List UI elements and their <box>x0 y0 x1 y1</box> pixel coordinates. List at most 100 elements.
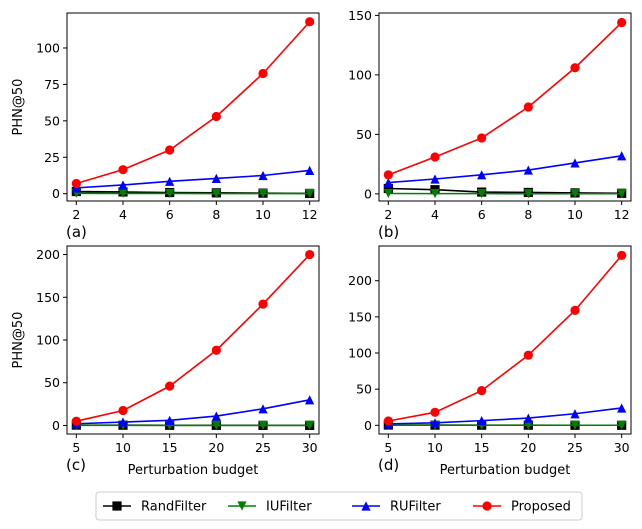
data-point <box>523 189 533 199</box>
legend-marker <box>237 501 247 511</box>
x-tick-label: 30 <box>302 440 318 455</box>
x-tick-label: 10 <box>115 440 131 455</box>
y-tick-label: 75 <box>44 77 60 92</box>
data-point <box>211 420 221 430</box>
y-tick-label: 0 <box>364 186 372 201</box>
x-axis-label: Perturbation budget <box>440 463 571 478</box>
data-point <box>617 189 627 199</box>
data-point <box>305 165 315 175</box>
data-point <box>211 345 221 355</box>
data-point <box>430 152 440 162</box>
x-axis-label: Perturbation budget <box>128 463 259 478</box>
legend-item-iufilter: IUFilter <box>228 500 312 515</box>
series-line <box>388 254 623 422</box>
data-point <box>430 407 440 417</box>
data-point <box>523 102 533 112</box>
panel-label: (c) <box>66 456 86 474</box>
series-proposed <box>383 250 627 426</box>
series-proposed <box>71 17 315 189</box>
y-tick-label: 150 <box>36 290 60 305</box>
series-iufilter <box>71 188 315 199</box>
x-tick-label: 2 <box>384 207 392 222</box>
data-point <box>258 404 268 414</box>
series-rufilter <box>71 395 315 429</box>
data-point <box>258 188 268 199</box>
series-line <box>388 21 623 176</box>
y-tick-label: 100 <box>348 346 372 361</box>
data-point <box>523 413 533 423</box>
x-tick-label: 20 <box>208 440 224 455</box>
data-point <box>118 188 128 199</box>
legend-marker <box>482 501 492 511</box>
data-point <box>430 174 440 184</box>
panel-3: 5 10 15 20 25 30 0 50 100 150 200 (c) PHN@50 Perturba… <box>11 245 320 478</box>
data-point <box>165 176 175 186</box>
series-randfilter <box>71 186 315 199</box>
y-tick-label: 50 <box>356 382 372 397</box>
x-tick-label: 6 <box>478 207 486 222</box>
panel-4: 5 10 15 20 25 30 0 50 100 150 200 (d) Perturbation b… <box>348 245 632 478</box>
data-point <box>570 189 580 199</box>
data-point <box>258 299 268 309</box>
data-point <box>165 188 175 199</box>
data-point <box>305 395 315 405</box>
data-point <box>570 158 580 168</box>
x-tick-label: 12 <box>614 207 630 222</box>
series-line <box>76 253 311 422</box>
panel-label: (a) <box>66 223 87 241</box>
series-proposed <box>383 17 627 180</box>
y-tick-label: 150 <box>348 309 372 324</box>
panel-label: (d) <box>378 456 399 474</box>
data-point <box>118 405 128 416</box>
series-line <box>388 407 622 425</box>
data-point <box>118 165 128 175</box>
y-tick-label: 50 <box>44 375 60 390</box>
y-tick-label: 200 <box>36 247 60 262</box>
legend-marker <box>361 501 371 511</box>
axes-frame <box>378 12 632 202</box>
x-tick-label: 6 <box>166 207 174 222</box>
x-tick-label: 15 <box>474 440 490 455</box>
series-iufilter <box>383 420 627 430</box>
series-rufilter <box>383 151 627 188</box>
y-axis-label: PHN@50 <box>11 79 26 136</box>
x-tick-label: 30 <box>614 440 630 455</box>
y-tick-label: 100 <box>36 333 60 348</box>
y-tick-label: 25 <box>44 150 60 165</box>
x-tick-label: 25 <box>567 440 583 455</box>
series-line <box>388 187 622 195</box>
y-tick-label: 0 <box>52 186 60 201</box>
x-tick-label: 10 <box>255 207 271 222</box>
data-point <box>523 420 533 430</box>
data-point <box>305 17 315 27</box>
data-point <box>71 178 81 189</box>
x-tick-label: 8 <box>212 207 220 222</box>
data-point <box>617 17 627 28</box>
data-point <box>118 417 128 427</box>
series-proposed <box>71 249 315 426</box>
x-tick-label: 4 <box>119 207 127 222</box>
axes-frame <box>66 245 320 435</box>
data-point <box>617 403 627 413</box>
x-tick-label: 15 <box>162 440 178 455</box>
y-tick-label: 0 <box>52 418 60 433</box>
y-tick-label: 50 <box>356 127 372 142</box>
data-point <box>211 111 221 122</box>
data-point <box>211 173 221 184</box>
data-point <box>305 420 315 430</box>
data-point <box>165 145 175 155</box>
series-line <box>76 399 310 425</box>
data-point <box>383 177 393 188</box>
x-tick-label: 8 <box>524 207 532 222</box>
y-axis-label: PHN@50 <box>11 312 26 369</box>
legend-item-randfilter: RandFilter <box>103 500 207 515</box>
data-point <box>305 188 315 199</box>
data-point <box>617 250 627 260</box>
data-point <box>430 418 440 428</box>
data-point <box>118 180 128 190</box>
data-point <box>570 305 580 315</box>
legend-item-rufilter: RUFilter <box>352 500 441 515</box>
data-point <box>71 416 81 426</box>
series-rufilter <box>71 165 315 193</box>
